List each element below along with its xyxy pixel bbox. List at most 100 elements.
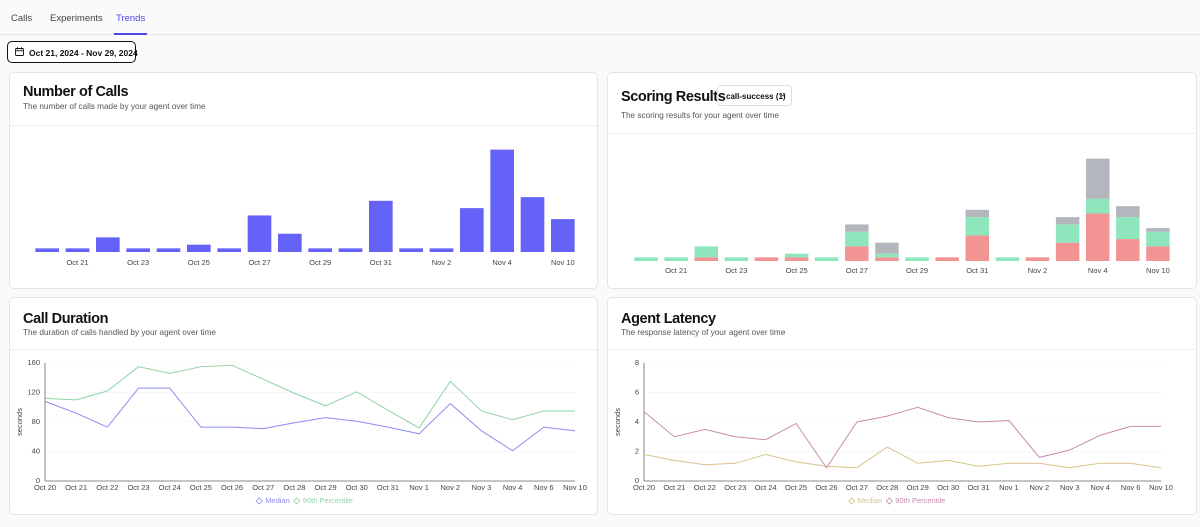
y-tick-label: 4 — [635, 417, 639, 426]
x-tick-label: Oct 26 — [815, 483, 837, 492]
tab[interactable]: Trends — [113, 13, 148, 35]
y-tick-label: 40 — [32, 446, 40, 455]
x-tick-label: Oct 28 — [876, 483, 898, 492]
legend-icon — [885, 497, 893, 505]
bar-segment — [1025, 257, 1050, 261]
tab[interactable]: Experiments — [50, 13, 103, 24]
bar — [338, 248, 363, 252]
bar-segment — [1146, 246, 1170, 261]
y-tick-label: 2 — [635, 446, 639, 455]
bar-segment — [1116, 239, 1140, 261]
x-tick-label: Oct 25 — [190, 483, 212, 492]
x-tick-label: Nov 10 — [551, 258, 575, 267]
x-tick-label: Nov 6 — [534, 483, 554, 492]
x-tick-label: Oct 23 — [725, 266, 747, 275]
x-tick-label: Nov 10 — [1146, 266, 1170, 275]
bar-segment — [845, 231, 869, 247]
line-series — [643, 406, 1161, 469]
y-tick-label: 160 — [27, 358, 40, 367]
bar-segment — [905, 257, 929, 261]
bar — [187, 244, 211, 252]
x-tick-label: Oct 29 — [309, 258, 331, 267]
chart: 0 40 80 120 160 seconds Oct 20 Oct 21 Oct 22 Oct … — [15, 358, 587, 505]
bar-segment — [1146, 228, 1170, 232]
chart-panel: Call Duration The duration of calls hand… — [9, 297, 598, 515]
metric-dropdown[interactable]: call-success (1) — [717, 85, 792, 106]
y-tick-label: 0 — [36, 476, 40, 485]
bar-segment — [1085, 198, 1110, 214]
x-tick-label: Oct 22 — [96, 483, 118, 492]
bar — [156, 248, 181, 252]
tab[interactable]: Calls — [11, 13, 33, 24]
x-tick-label: Oct 25 — [785, 483, 807, 492]
legend-label: Median — [858, 496, 883, 505]
bar-segment — [965, 217, 990, 236]
bar-segment — [1116, 206, 1140, 218]
bar — [35, 248, 59, 252]
date-range-picker[interactable]: Oct 21, 2024 - Nov 29, 2024 — [7, 41, 138, 63]
x-tick-label: Oct 30 — [937, 483, 959, 492]
bar-segment — [694, 257, 719, 261]
divider — [608, 349, 1196, 350]
bar — [65, 248, 90, 252]
bar-segment — [845, 246, 869, 261]
x-tick-label: Nov 1 — [999, 483, 1019, 492]
x-tick-label: Oct 27 — [252, 483, 274, 492]
x-tick-label: Nov 3 — [472, 483, 492, 492]
bar-segment — [845, 224, 869, 232]
bar — [520, 197, 545, 252]
bar — [429, 248, 454, 252]
panel-title: Scoring Results — [621, 89, 726, 105]
x-tick-label: Nov 10 — [1149, 483, 1173, 492]
x-tick-label: Oct 31 — [377, 483, 399, 492]
legend-label: 90th Percentile — [303, 496, 353, 505]
legend-icon — [848, 497, 856, 505]
bar-segment — [1055, 224, 1080, 243]
chart-panel: Number of Calls The number of calls made… — [9, 72, 598, 289]
x-tick-label: Oct 31 — [370, 258, 392, 267]
legend-icon — [255, 497, 263, 505]
panel-title: Agent Latency — [621, 311, 716, 327]
bar-segment — [694, 246, 719, 258]
x-tick-label: Nov 2 — [432, 258, 452, 267]
bar-segment — [814, 257, 839, 261]
panel-subtitle: The response latency of your agent over … — [621, 328, 786, 337]
x-tick-label: Oct 31 — [967, 483, 989, 492]
bar-segment — [724, 257, 749, 261]
bar-segment — [784, 257, 809, 261]
bar-segment — [1085, 213, 1110, 261]
bar — [96, 237, 120, 252]
x-tick-label: Oct 23 — [127, 483, 149, 492]
bar-segment — [754, 257, 779, 261]
x-tick-label: Nov 3 — [1060, 483, 1080, 492]
chart-panel: Agent Latency The response latency of yo… — [607, 297, 1197, 515]
bar — [490, 149, 514, 252]
calendar-icon — [15, 47, 24, 56]
bar-segment — [634, 257, 658, 261]
x-tick-label: Nov 2 — [1028, 266, 1048, 275]
bar-segment — [1085, 158, 1110, 199]
x-tick-label: Oct 29 — [315, 483, 337, 492]
x-tick-label: Oct 31 — [966, 266, 988, 275]
bar — [126, 248, 150, 252]
y-tick-label: 0 — [635, 476, 639, 485]
x-tick-label: Oct 30 — [346, 483, 368, 492]
y-axis-label: seconds — [613, 408, 622, 436]
chart: 0 2 4 6 8 seconds Oct 20 Oct 21 Oct 22 Oct 23 Oct … — [613, 358, 1173, 505]
x-tick-label: Nov 4 — [1088, 266, 1108, 275]
x-tick-label: Nov 10 — [563, 483, 587, 492]
x-tick-label: Nov 4 — [503, 483, 523, 492]
bar — [399, 248, 423, 252]
divider — [608, 133, 1196, 134]
x-tick-label: Nov 2 — [1030, 483, 1050, 492]
x-tick-label: Oct 27 — [846, 266, 868, 275]
x-tick-label: Oct 22 — [694, 483, 716, 492]
divider — [10, 125, 597, 126]
x-tick-label: Nov 1 — [409, 483, 429, 492]
bar-segment — [1055, 242, 1080, 261]
x-tick-label: Oct 21 — [665, 266, 687, 275]
line-series — [44, 364, 575, 429]
x-tick-label: Oct 29 — [907, 483, 929, 492]
x-tick-label: Oct 26 — [221, 483, 243, 492]
